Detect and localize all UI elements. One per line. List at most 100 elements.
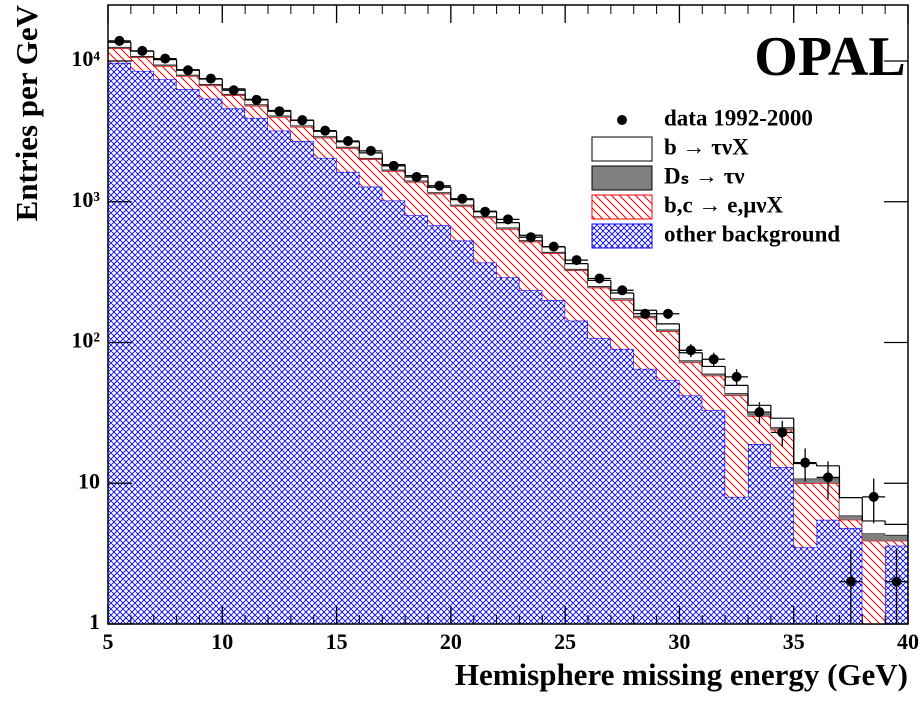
histogram-bar [656, 380, 680, 624]
data-point [114, 35, 125, 46]
bar-edge [610, 338, 634, 350]
legend-swatch [591, 136, 653, 162]
histogram-bar [656, 323, 680, 330]
data-point [800, 457, 811, 468]
histogram-bar [268, 130, 291, 625]
histogram-bar [862, 520, 886, 534]
bar-edge [655, 368, 680, 381]
data-point [480, 206, 491, 217]
histogram-bar [245, 117, 268, 624]
legend-marker [617, 115, 627, 125]
bar-edge [153, 70, 177, 81]
histogram-bar [679, 360, 703, 363]
data-point [845, 576, 856, 587]
histogram-bar [382, 200, 406, 625]
legend-label: b,c → e,μνX [664, 192, 784, 217]
x-tick-label: 5 [103, 629, 114, 654]
histogram-bar [245, 104, 268, 106]
histogram-bar [588, 338, 611, 624]
histogram-bar [588, 286, 611, 288]
histogram-bar [473, 262, 497, 624]
histogram-bar [839, 519, 863, 529]
data-point [594, 273, 605, 284]
x-tick-label: 10 [211, 629, 233, 654]
x-tick-label: 15 [326, 629, 348, 654]
x-tick-label: 30 [668, 629, 690, 654]
bar-edge [747, 385, 771, 406]
histogram-bar [679, 395, 703, 624]
histogram-bar [153, 79, 177, 624]
histogram-bar [450, 206, 474, 241]
histogram-bar [359, 157, 383, 160]
histogram-bar [359, 186, 383, 624]
histogram-bar [496, 277, 520, 624]
histogram-bar [725, 496, 748, 624]
histogram-bar [245, 105, 268, 118]
histogram-bar [450, 204, 474, 207]
histogram-bar [519, 241, 543, 291]
legend-swatch [591, 223, 653, 249]
data-point [251, 94, 262, 105]
histogram-bar [542, 251, 566, 254]
histogram-bar [633, 368, 657, 624]
y-tick-label: 1 [89, 609, 100, 634]
data-point [617, 285, 628, 296]
histogram-bar [633, 317, 657, 369]
histogram-bar [610, 293, 634, 299]
x-tick-label: 20 [440, 629, 462, 654]
histogram-bar [702, 366, 726, 374]
histogram-bar [862, 540, 886, 624]
histogram-bar [336, 148, 360, 172]
histogram-bar [748, 416, 771, 445]
histogram-bar [336, 171, 360, 624]
bar-edge [495, 211, 520, 224]
histogram-bar [290, 141, 314, 624]
histogram-bar [290, 125, 314, 127]
histogram-bar [839, 515, 863, 520]
histogram-bar [268, 115, 291, 118]
data-point [525, 232, 536, 243]
data-point [663, 308, 673, 319]
histogram-bar [176, 89, 200, 624]
histogram-bar [565, 268, 588, 271]
bar-edge [335, 157, 360, 173]
histogram-bar [336, 146, 360, 149]
histogram-bar [313, 136, 337, 138]
histogram-bar [770, 467, 794, 624]
histogram-bar [816, 519, 840, 624]
histogram-bar [588, 287, 611, 339]
histogram-bar [108, 48, 131, 63]
histogram-bar [793, 483, 817, 548]
histogram-bar [428, 225, 451, 624]
y-tick-label: 10² [71, 328, 100, 353]
histogram-bar [313, 157, 337, 624]
histogram-bar [702, 373, 726, 376]
histogram-bar [108, 62, 131, 625]
data-point [708, 354, 719, 365]
histogram-bar [862, 533, 886, 541]
data-point [823, 472, 833, 483]
bar-edge [793, 467, 817, 549]
histogram-bar [816, 483, 840, 520]
bar-edge [861, 497, 886, 522]
y-tick-label: 10³ [71, 187, 100, 212]
y-tick-label: 10 [78, 468, 100, 493]
histogram-bar [725, 385, 748, 394]
bar-edge [701, 352, 726, 368]
histogram-bar [222, 108, 246, 624]
x-tick-label: 40 [897, 629, 919, 654]
histogram-bar [610, 348, 634, 624]
histogram-bar [542, 300, 566, 624]
legend-label: data 1992-2000 [664, 105, 813, 130]
histogram-bar [565, 263, 588, 269]
histogram-bar [130, 70, 154, 625]
data-point [548, 241, 559, 252]
data-point [388, 160, 399, 171]
histogram-bar [565, 320, 588, 624]
histogram-bar [176, 74, 200, 77]
histogram-bar [450, 240, 474, 625]
bar-edge [884, 520, 908, 526]
legend-label: Dₛ → τν [664, 163, 745, 188]
histogram-bar [610, 300, 634, 349]
